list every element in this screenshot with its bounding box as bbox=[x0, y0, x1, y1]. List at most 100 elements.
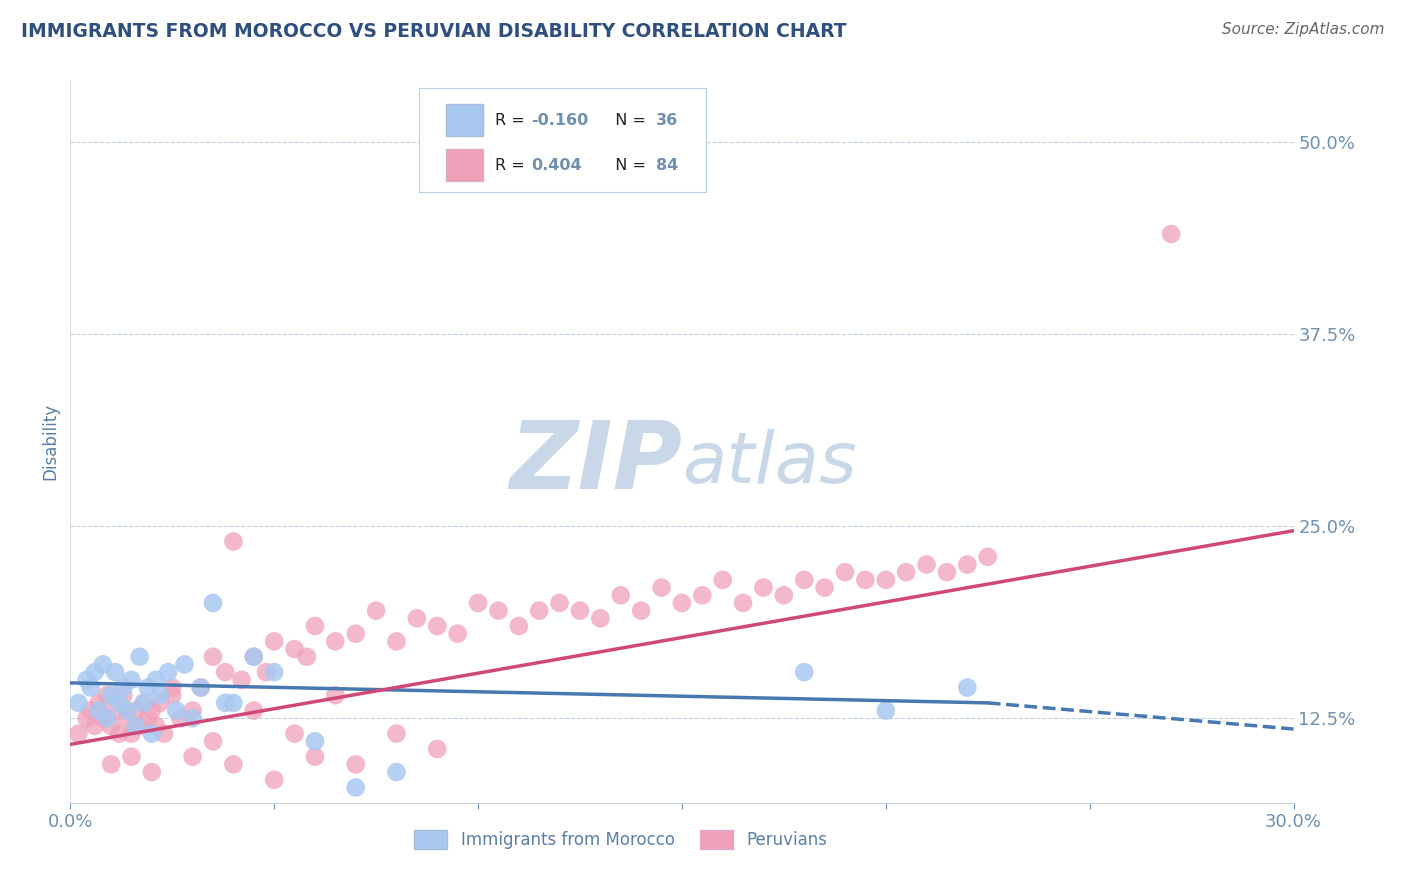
Point bbox=[344, 780, 367, 795]
Point bbox=[91, 657, 114, 672]
Point bbox=[157, 665, 180, 680]
Point bbox=[254, 665, 277, 680]
Point bbox=[145, 673, 167, 687]
Point bbox=[181, 711, 204, 725]
Point bbox=[222, 534, 245, 549]
Point bbox=[165, 704, 187, 718]
Point bbox=[132, 696, 155, 710]
Point bbox=[323, 634, 347, 648]
Point bbox=[976, 549, 998, 564]
Text: R =: R = bbox=[495, 158, 530, 173]
Text: N =: N = bbox=[605, 158, 651, 173]
Point bbox=[773, 588, 796, 602]
Point bbox=[752, 581, 775, 595]
Point bbox=[589, 611, 612, 625]
Point bbox=[284, 642, 307, 657]
Point bbox=[96, 711, 118, 725]
Point bbox=[76, 673, 98, 687]
Point bbox=[304, 734, 326, 748]
Point bbox=[568, 604, 592, 618]
Point bbox=[128, 649, 150, 664]
Point bbox=[79, 704, 103, 718]
Point bbox=[793, 665, 815, 680]
Point bbox=[385, 765, 408, 780]
Point bbox=[793, 573, 815, 587]
Point bbox=[263, 665, 285, 680]
Point bbox=[79, 681, 103, 695]
Point bbox=[202, 649, 225, 664]
Point bbox=[915, 558, 938, 572]
Point bbox=[128, 719, 150, 733]
Point bbox=[83, 719, 105, 733]
Point bbox=[1160, 227, 1182, 241]
Point bbox=[263, 772, 285, 787]
Point bbox=[344, 757, 367, 772]
Point bbox=[222, 696, 245, 710]
Point bbox=[875, 704, 897, 718]
Text: atlas: atlas bbox=[682, 429, 856, 498]
Point bbox=[87, 704, 110, 718]
FancyBboxPatch shape bbox=[446, 104, 482, 136]
Point bbox=[112, 681, 135, 695]
Point bbox=[243, 649, 266, 664]
Point bbox=[121, 726, 143, 740]
Point bbox=[145, 719, 167, 733]
Point bbox=[304, 619, 326, 633]
Point bbox=[169, 711, 191, 725]
Point bbox=[124, 719, 146, 733]
Point bbox=[711, 573, 734, 587]
Text: 36: 36 bbox=[657, 112, 679, 128]
Point bbox=[936, 565, 959, 579]
Point bbox=[671, 596, 693, 610]
Point bbox=[117, 711, 139, 725]
Point bbox=[630, 604, 652, 618]
Point bbox=[91, 711, 114, 725]
Point bbox=[875, 573, 897, 587]
Point bbox=[284, 726, 307, 740]
Point bbox=[385, 634, 408, 648]
Point bbox=[366, 604, 388, 618]
Point bbox=[222, 757, 245, 772]
Point bbox=[202, 596, 225, 610]
Point bbox=[385, 726, 408, 740]
Point bbox=[117, 704, 139, 718]
Point bbox=[104, 665, 127, 680]
Point bbox=[141, 726, 163, 740]
FancyBboxPatch shape bbox=[419, 87, 706, 193]
Point bbox=[132, 696, 155, 710]
Point bbox=[813, 581, 835, 595]
Point bbox=[149, 696, 172, 710]
Point bbox=[304, 749, 326, 764]
Point bbox=[100, 757, 122, 772]
Text: IMMIGRANTS FROM MOROCCO VS PERUVIAN DISABILITY CORRELATION CHART: IMMIGRANTS FROM MOROCCO VS PERUVIAN DISA… bbox=[21, 22, 846, 41]
Point bbox=[104, 704, 127, 718]
FancyBboxPatch shape bbox=[446, 149, 482, 181]
Text: R =: R = bbox=[495, 112, 530, 128]
Legend: Immigrants from Morocco, Peruvians: Immigrants from Morocco, Peruvians bbox=[408, 823, 834, 856]
Point bbox=[181, 704, 204, 718]
Point bbox=[650, 581, 672, 595]
Point bbox=[83, 665, 105, 680]
Point bbox=[488, 604, 510, 618]
Point bbox=[447, 626, 470, 640]
Point bbox=[344, 626, 367, 640]
Point bbox=[263, 634, 285, 648]
Point bbox=[243, 649, 266, 664]
Point bbox=[190, 681, 212, 695]
Text: ZIP: ZIP bbox=[509, 417, 682, 509]
Point bbox=[153, 726, 176, 740]
Point bbox=[181, 749, 204, 764]
Point bbox=[173, 657, 195, 672]
Point bbox=[141, 765, 163, 780]
Point bbox=[406, 611, 429, 625]
Point bbox=[141, 704, 163, 718]
Point bbox=[610, 588, 633, 602]
Point bbox=[162, 681, 183, 695]
Text: 0.404: 0.404 bbox=[531, 158, 582, 173]
Point bbox=[149, 688, 172, 702]
Point bbox=[112, 688, 135, 702]
Point bbox=[243, 704, 266, 718]
Point bbox=[426, 619, 449, 633]
Point bbox=[67, 696, 90, 710]
Point bbox=[508, 619, 530, 633]
